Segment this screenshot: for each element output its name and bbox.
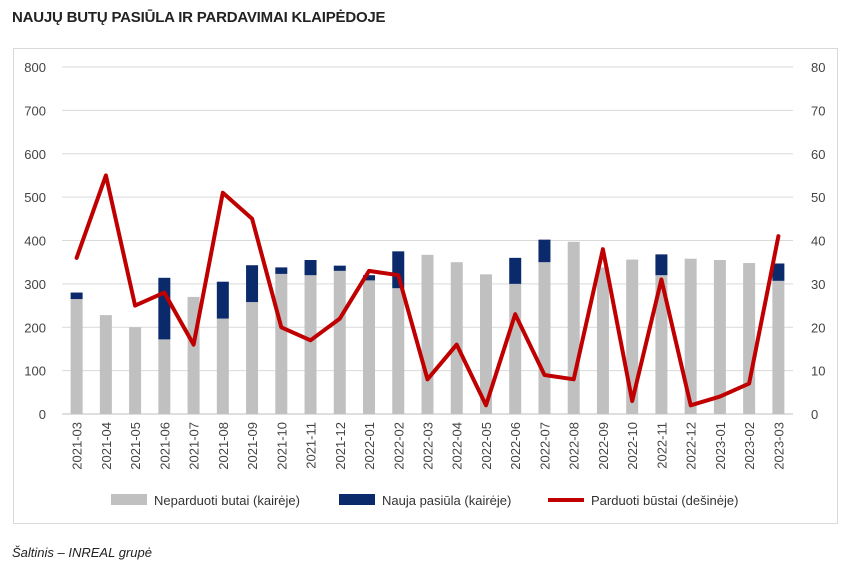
y-left-tick-label: 700 [24, 103, 46, 118]
bar-unsold [538, 262, 551, 414]
bar-new-supply [509, 257, 522, 284]
bar-new-supply [304, 260, 317, 276]
x-tick-label: 2022-10 [625, 422, 640, 470]
x-tick-label: 2022-08 [567, 422, 582, 470]
bar-new-supply [275, 267, 288, 274]
bar-unsold [509, 283, 522, 414]
x-tick-label: 2021-05 [128, 422, 143, 470]
bar-new-supply [538, 239, 551, 263]
bar-unsold [275, 273, 288, 414]
y-right-tick-label: 40 [811, 234, 825, 249]
x-tick-label: 2021-06 [157, 422, 172, 470]
bar-new-supply [655, 254, 668, 276]
bar-unsold [246, 302, 259, 414]
legend-swatch [339, 494, 375, 505]
bar-unsold [479, 274, 492, 414]
x-tick-label: 2022-06 [508, 422, 523, 470]
x-tick-label: 2021-12 [333, 422, 348, 470]
y-left-tick-label: 500 [24, 190, 46, 205]
x-tick-label: 2022-05 [479, 422, 494, 470]
x-tick-label: 2022-11 [654, 422, 669, 469]
y-right-tick-label: 0 [811, 407, 818, 422]
x-tick-label: 2021-03 [70, 422, 85, 470]
x-tick-label: 2022-04 [450, 422, 465, 470]
y-right-tick-label: 10 [811, 364, 825, 379]
legend-label: Neparduoti butai (kairėje) [154, 493, 300, 508]
bar-new-supply [158, 277, 171, 340]
bar-new-supply [333, 265, 346, 271]
bar-unsold [684, 258, 697, 414]
bar-new-supply [772, 263, 785, 281]
y-left-tick-label: 300 [24, 277, 46, 292]
y-left-tick-label: 600 [24, 147, 46, 162]
x-tick-label: 2021-10 [274, 422, 289, 470]
x-tick-label: 2023-02 [742, 422, 757, 470]
y-right-tick-label: 50 [811, 190, 825, 205]
bar-unsold [567, 241, 580, 414]
bar-unsold [70, 299, 83, 414]
bar-new-supply [216, 281, 229, 319]
legend-label: Parduoti būstai (dešinėje) [591, 493, 738, 508]
x-tick-label: 2022-07 [537, 422, 552, 470]
chart-title: NAUJŲ BUTŲ PASIŪLA IR PARDAVIMAI KLAIPĖD… [12, 9, 386, 26]
bar-new-supply [363, 275, 376, 281]
bar-unsold [216, 318, 229, 414]
y-left-tick-label: 800 [24, 60, 46, 75]
chart-frame [13, 48, 838, 524]
bar-unsold [596, 267, 609, 414]
x-tick-label: 2021-04 [99, 422, 114, 470]
bar-new-supply [70, 292, 83, 300]
bar-unsold [333, 270, 346, 414]
y-left-tick-label: 0 [39, 407, 46, 422]
x-tick-label: 2022-01 [362, 422, 377, 470]
bar-unsold [363, 280, 376, 414]
x-tick-label: 2022-09 [596, 422, 611, 470]
bar-unsold [158, 339, 171, 414]
bar-unsold [421, 254, 434, 414]
y-left-tick-label: 100 [24, 364, 46, 379]
legend-label: Nauja pasiūla (kairėje) [382, 493, 511, 508]
y-left-tick-label: 200 [24, 320, 46, 335]
x-tick-label: 2023-03 [771, 422, 786, 470]
bar-unsold [743, 263, 756, 414]
bar-unsold [129, 327, 142, 414]
bar-unsold [99, 315, 112, 414]
bar-unsold [392, 288, 405, 414]
x-tick-label: 2022-12 [684, 422, 699, 470]
y-right-tick-label: 80 [811, 60, 825, 75]
y-right-tick-label: 20 [811, 320, 825, 335]
y-right-tick-label: 60 [811, 147, 825, 162]
x-tick-label: 2021-09 [245, 422, 260, 470]
bar-unsold [772, 280, 785, 414]
x-tick-label: 2021-07 [187, 422, 202, 470]
x-tick-label: 2021-08 [216, 422, 231, 470]
bar-unsold [450, 262, 463, 414]
bar-unsold [304, 275, 317, 414]
source-note: Šaltinis – INREAL grupė [12, 545, 152, 560]
bar-unsold [713, 260, 726, 414]
y-right-tick-label: 30 [811, 277, 825, 292]
x-tick-label: 2021-11 [304, 422, 319, 469]
y-right-tick-label: 70 [811, 103, 825, 118]
bar-new-supply [246, 265, 259, 303]
legend-swatch [111, 494, 147, 505]
x-tick-label: 2022-03 [421, 422, 436, 470]
x-tick-label: 2023-01 [713, 422, 728, 470]
bar-unsold [655, 275, 668, 414]
y-left-tick-label: 400 [24, 234, 46, 249]
x-tick-label: 2022-02 [391, 422, 406, 470]
